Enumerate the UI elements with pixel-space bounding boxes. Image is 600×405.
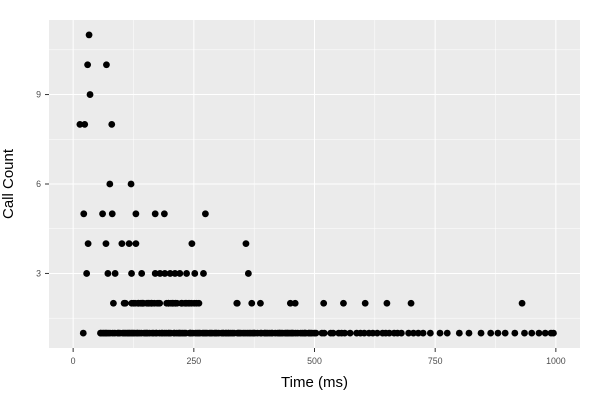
svg-text:Time (ms): Time (ms): [281, 374, 348, 391]
svg-text:250: 250: [186, 356, 201, 366]
svg-text:1000: 1000: [546, 356, 566, 366]
svg-text:9: 9: [36, 90, 41, 100]
svg-text:500: 500: [307, 356, 322, 366]
svg-text:6: 6: [36, 179, 41, 189]
svg-text:3: 3: [36, 268, 41, 278]
svg-text:750: 750: [428, 356, 443, 366]
svg-text:Call Count: Call Count: [0, 148, 17, 219]
svg-text:0: 0: [71, 356, 76, 366]
